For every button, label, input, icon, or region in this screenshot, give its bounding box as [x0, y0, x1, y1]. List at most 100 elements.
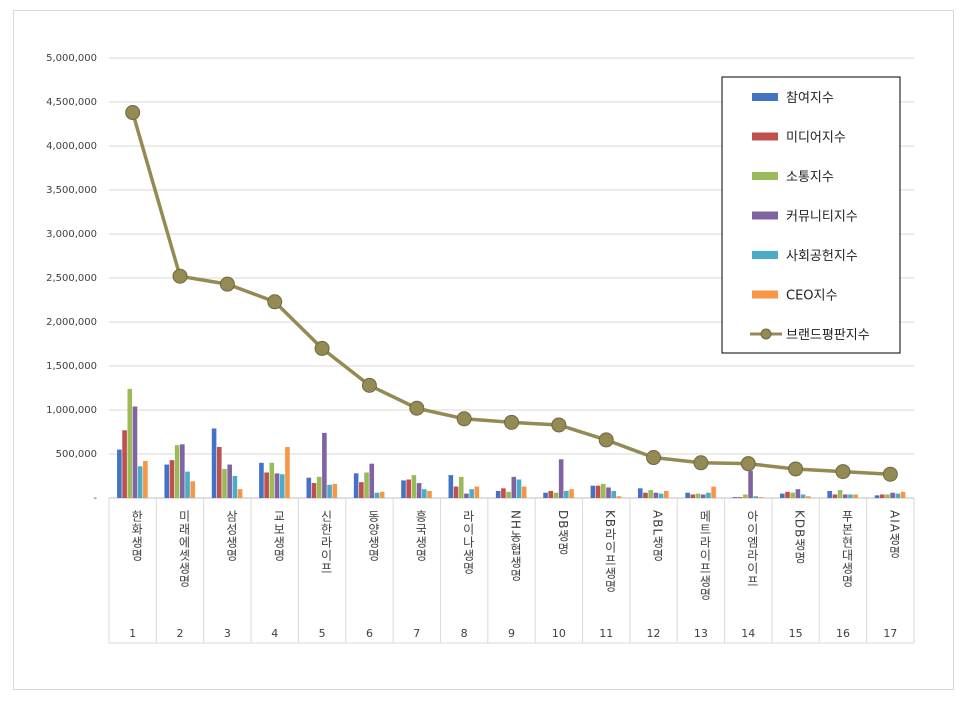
bar	[448, 475, 454, 498]
y-tick-label: 2,500,000	[46, 273, 97, 284]
bar	[374, 492, 380, 498]
category-label: 메트라이프생명	[698, 510, 712, 601]
bar	[406, 479, 411, 498]
bar	[737, 497, 743, 498]
legend-swatch	[752, 211, 778, 220]
bar	[316, 476, 322, 498]
bar	[648, 490, 653, 498]
line-point	[788, 461, 804, 477]
bar	[469, 489, 474, 498]
bar	[732, 497, 738, 498]
category-label: KDB생명	[793, 510, 807, 564]
rank-label: 7	[413, 627, 420, 640]
rank-label: 16	[836, 627, 850, 640]
bar	[827, 490, 832, 498]
line-point	[646, 450, 662, 466]
line-point	[598, 432, 614, 448]
bar	[853, 494, 858, 498]
bar	[327, 484, 332, 498]
rank-label: 11	[599, 627, 613, 640]
bar	[842, 494, 848, 498]
bar	[353, 473, 359, 498]
bar	[364, 472, 369, 498]
rank-label: 8	[461, 627, 468, 640]
category-label: KB라이프생명	[603, 510, 617, 593]
bar	[369, 463, 375, 498]
line-point	[361, 377, 377, 393]
line-point	[740, 456, 756, 472]
y-tick-label: 2,000,000	[46, 317, 97, 328]
category-label: 라이나생명	[461, 510, 475, 575]
bar	[885, 494, 890, 498]
legend-label: CEO지수	[786, 289, 837, 304]
bar	[332, 483, 338, 498]
y-tick-label: 3,500,000	[46, 185, 97, 196]
rank-label: 9	[508, 627, 515, 640]
legend-label: 커뮤니티지수	[786, 210, 858, 225]
y-tick-label: 500,000	[56, 449, 97, 460]
line-point	[125, 105, 141, 121]
bar	[695, 493, 701, 498]
bar	[411, 475, 417, 498]
line-point	[882, 466, 898, 482]
bar	[711, 486, 716, 498]
bar	[164, 464, 170, 498]
bar	[322, 432, 327, 498]
bar	[359, 482, 364, 498]
bar	[464, 493, 469, 498]
category-label: 신한라이프	[319, 510, 333, 575]
bar	[832, 494, 838, 498]
category-label: 아이엠라이프	[745, 510, 759, 588]
bar	[785, 491, 790, 498]
rank-label: 3	[224, 627, 231, 640]
bar	[879, 494, 885, 498]
bar	[595, 485, 601, 498]
bar	[416, 483, 422, 498]
rank-label: 13	[694, 627, 708, 640]
category-label: 흥국생명	[414, 510, 428, 562]
category-label: 미래에셋생명	[177, 510, 191, 588]
bar	[274, 473, 280, 498]
bar	[185, 471, 190, 498]
bar	[137, 466, 143, 498]
bar	[216, 446, 222, 498]
bar	[379, 491, 385, 498]
bar	[122, 430, 127, 498]
y-tick-label: 1,000,000	[46, 405, 97, 416]
line-point	[172, 268, 188, 284]
category-label: 교보생명	[272, 510, 286, 562]
bar	[895, 493, 901, 498]
bar	[169, 460, 175, 498]
bar	[606, 487, 611, 498]
line-point	[314, 340, 330, 356]
chart-svg: - 500,000 1,000,000 1,500,000 2,000,000 2,500…	[46, 53, 915, 644]
bar	[837, 490, 843, 498]
bar	[516, 479, 522, 498]
bar	[269, 462, 275, 498]
bar	[685, 492, 690, 498]
bar	[569, 489, 574, 498]
y-tick-label: 3,000,000	[46, 229, 97, 240]
bar	[506, 491, 511, 498]
rank-label: 2	[177, 627, 184, 640]
rank-label: 14	[741, 627, 755, 640]
rank-label: 6	[366, 627, 373, 640]
bar	[700, 494, 706, 498]
bar	[458, 476, 464, 498]
bar	[143, 461, 148, 498]
bar	[748, 470, 753, 498]
line-point	[219, 276, 235, 292]
bar	[401, 480, 406, 498]
bar	[663, 490, 669, 498]
bar	[848, 494, 853, 498]
bar	[174, 445, 180, 498]
bar	[643, 492, 648, 498]
legend-swatch	[752, 290, 778, 299]
legend-swatch	[752, 172, 778, 180]
y-tick-label: 4,000,000	[46, 141, 97, 152]
bar	[890, 492, 895, 498]
bar	[427, 490, 432, 498]
y-tick-label: 1,500,000	[46, 361, 97, 372]
rank-label: 10	[552, 627, 566, 640]
bar	[616, 496, 622, 498]
